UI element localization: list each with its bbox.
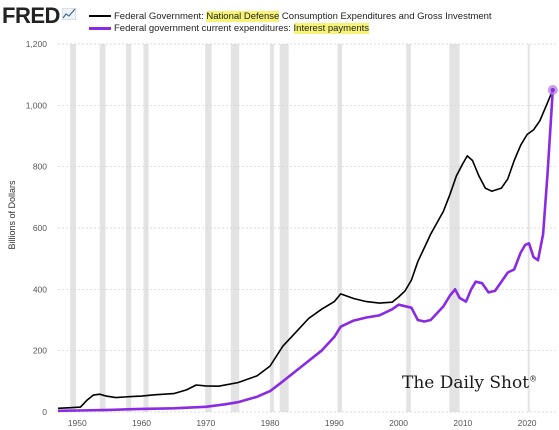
legend-prefix: Federal government current expenditures: [114,23,294,34]
recession-band [70,44,76,412]
x-tick-label: 2020 [518,418,537,428]
recession-band [279,44,289,412]
recession-band [527,44,530,412]
watermark-text: The Daily Shot [402,373,530,393]
series-line-defense [57,89,554,410]
x-tick-label: 1960 [132,418,151,428]
x-tick-label: 2010 [453,418,472,428]
x-tick-label: 1950 [68,418,87,428]
x-tick-label: 2000 [389,418,408,428]
legend-highlight: Interest payments [293,23,370,34]
y-tick-label: 1,000 [26,100,48,110]
y-tick-label: 1,200 [26,39,48,49]
x-tick-label: 1980 [261,418,280,428]
legend-prefix: Federal Government: [114,11,207,22]
recession-band [126,44,132,412]
x-tick-label: 1990 [325,418,344,428]
y-tick-label: 0 [42,407,47,417]
recession-band [205,44,212,412]
y-tick-label: 400 [33,284,47,294]
series-line-interest [57,89,555,413]
recession-band [406,44,411,412]
y-tick-label: 800 [33,162,47,172]
watermark-mark: ® [529,374,538,384]
legend-swatch-defense [89,15,111,18]
y-tick-label: 600 [33,223,47,233]
end-marker [550,88,555,92]
legend-swatch-interest [89,26,111,30]
legend-suffix: Consumption Expenditures and Gross Inves… [279,11,492,22]
x-tick-label: 1970 [196,418,215,428]
legend-highlight: National Defense [206,11,280,22]
fred-logo[interactable]: FRED [2,3,60,28]
daily-shot-watermark: The Daily Shot® [402,373,537,393]
y-tick-label: 200 [33,346,47,356]
legend-item-interest[interactable]: Federal government current expenditures:… [89,23,370,34]
line-chart-icon [62,8,76,20]
legend-item-defense[interactable]: Federal Government: National Defense Con… [89,11,492,22]
